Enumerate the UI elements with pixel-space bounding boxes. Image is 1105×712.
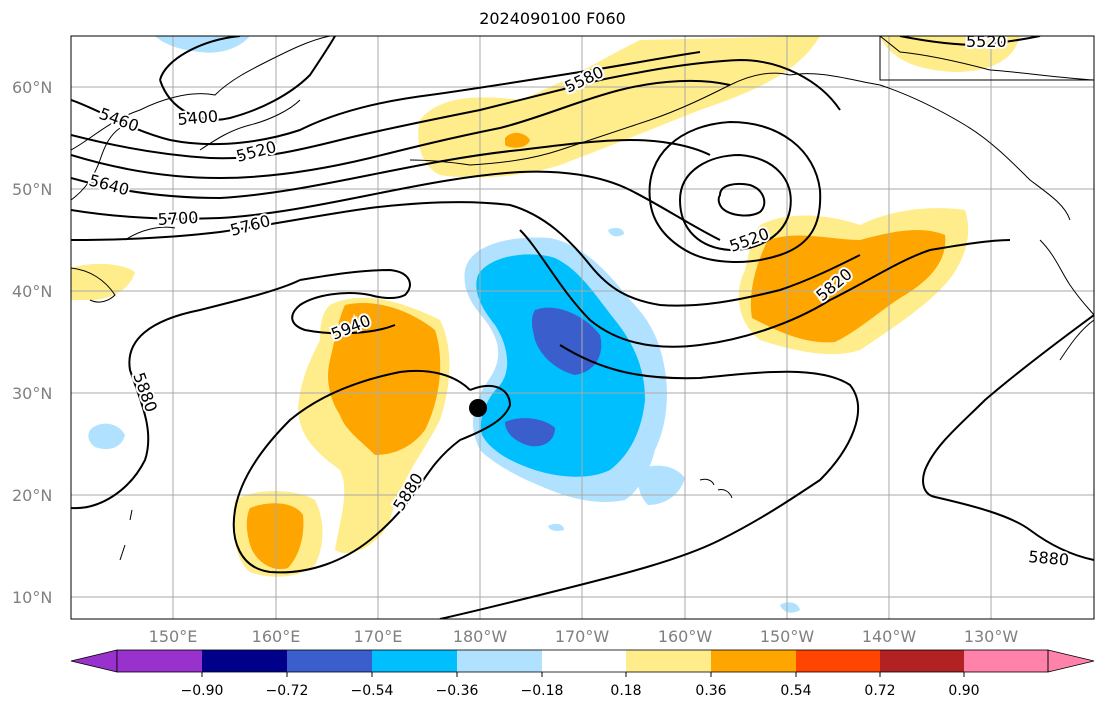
positive-anomaly-north-core	[505, 132, 530, 148]
storm-center-marker	[469, 399, 487, 417]
contour-5880-west	[71, 279, 301, 510]
lon-label: 180°W	[453, 627, 508, 646]
positive-anomaly-southwest-core	[246, 503, 304, 570]
lon-label: 170°W	[555, 627, 610, 646]
colorbar-bin	[457, 650, 542, 672]
contour-5700	[71, 170, 721, 241]
colorbar-label: 0.36	[695, 683, 726, 699]
lon-label: 150°E	[149, 627, 198, 646]
colorbar-label: −0.72	[266, 683, 309, 699]
contour-5460	[71, 51, 701, 146]
lat-label: 20°N	[12, 486, 52, 505]
contour-low-center	[717, 182, 766, 217]
colorbar-min-extend	[70, 649, 118, 673]
colorbar-label: 0.18	[610, 683, 641, 699]
latitude-axis: 60°N 50°N 40°N 30°N 20°N 10°N	[12, 78, 52, 607]
contour-label: 5400	[177, 107, 219, 129]
contour-5760	[71, 201, 861, 307]
negative-anomaly-west-patch	[88, 423, 125, 450]
negative-anomaly-tiny-2	[548, 523, 564, 531]
contour-5520	[71, 58, 841, 160]
lon-label: 160°W	[658, 627, 713, 646]
contour-5880-east	[439, 344, 860, 619]
colorbar-bin	[964, 650, 1048, 672]
colorbar: −0.90 −0.72 −0.54 −0.36 −0.18 0.18 0.36 …	[70, 649, 1095, 699]
negative-anomaly-core-south	[505, 418, 555, 447]
height-contours	[71, 36, 1094, 619]
colorbar-label: −0.54	[351, 683, 394, 699]
lat-label: 30°N	[12, 384, 52, 403]
contour-5880-far-east	[922, 314, 1094, 561]
colorbar-bin	[542, 650, 626, 672]
lon-label: 150°W	[760, 627, 815, 646]
colorbar-label: −0.90	[181, 683, 224, 699]
lat-label: 60°N	[12, 78, 52, 97]
map-title: 2024090100 F060	[479, 9, 626, 28]
colorbar-label: −0.18	[521, 683, 564, 699]
colorbar-max-extend	[1047, 649, 1095, 673]
lon-label: 160°E	[252, 627, 301, 646]
positive-anomaly-west-core	[328, 302, 441, 455]
positive-anomaly-east-core	[750, 230, 946, 343]
colorbar-label: −0.36	[436, 683, 479, 699]
contour-5940-loop	[291, 268, 411, 335]
contour-5820	[519, 229, 1011, 348]
negative-anomaly-tiny-3	[780, 602, 800, 613]
contour-label: 5520	[966, 32, 1007, 51]
colorbar-bin	[796, 650, 880, 672]
lon-label: 130°W	[964, 627, 1019, 646]
contour-label: 5700	[157, 208, 199, 229]
contour-5580	[71, 79, 731, 180]
colorbar-label: 0.54	[780, 683, 811, 699]
colorbar-bin	[880, 650, 964, 672]
colorbar-bin	[117, 650, 202, 672]
colorbar-bin	[372, 650, 457, 672]
contour-5880-south	[232, 369, 512, 574]
colorbar-frame	[116, 649, 1049, 673]
contour-5400-loop	[159, 36, 336, 121]
coastlines	[71, 36, 1094, 561]
colorbar-bin	[202, 650, 287, 672]
colorbar-ticks	[201, 672, 965, 677]
colorbar-bin	[287, 650, 372, 672]
longitude-axis: 150°E 160°E 170°E 180°W 170°W 160°W 150°…	[149, 627, 1019, 646]
contour-5640	[71, 138, 711, 200]
colorbar-bin	[711, 650, 796, 672]
colorbar-label: 0.90	[948, 683, 979, 699]
contour-low-ring-2	[648, 120, 822, 263]
colorbar-bin	[626, 650, 711, 672]
lon-label: 170°E	[354, 627, 403, 646]
colorbar-label: 0.72	[864, 683, 895, 699]
negative-anomaly-tiny-1	[608, 227, 624, 237]
lat-label: 10°N	[12, 588, 52, 607]
contour-label: 5880	[1028, 547, 1070, 569]
contour-low-ring	[678, 153, 792, 252]
map-frame	[70, 35, 1095, 620]
lat-label: 40°N	[12, 282, 52, 301]
contour-5520-ne	[899, 36, 1041, 47]
lat-label: 50°N	[12, 180, 52, 199]
lon-label: 140°W	[862, 627, 917, 646]
